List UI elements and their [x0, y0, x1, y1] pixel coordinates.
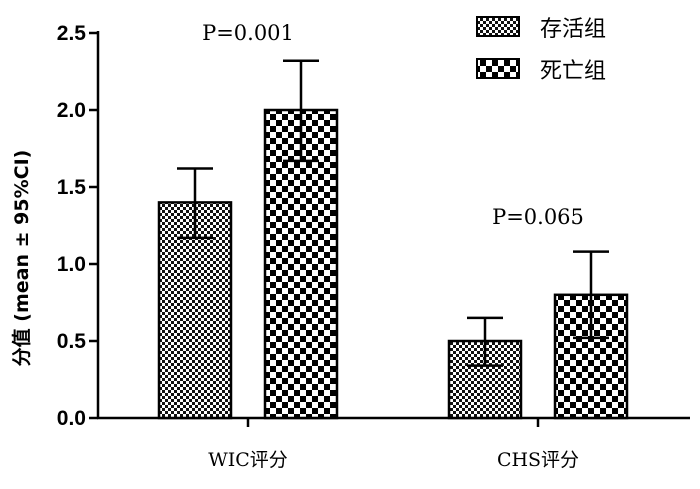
y-tick-label: 1.5	[57, 176, 87, 199]
legend-label: 存活组	[540, 17, 606, 42]
y-tick-label: 0.5	[57, 330, 87, 353]
p-value-background	[476, 200, 600, 232]
y-axis-label: 分值 (mean ± 95%CI)	[10, 150, 33, 367]
y-tick-label: 2.0	[57, 99, 86, 122]
y-tick-label: 2.5	[57, 22, 87, 45]
y-tick-label: 0.0	[57, 407, 86, 430]
legend-swatch	[476, 16, 520, 37]
p-value-background	[186, 16, 310, 48]
error-bars	[177, 59, 609, 367]
p-value-label: P=0.065	[492, 205, 584, 229]
p-value-annotations: P=0.001 P=0.065	[186, 16, 600, 232]
legend-label: 死亡组	[540, 59, 606, 84]
x-category-label: WIC评分	[208, 449, 288, 471]
bars	[157, 108, 629, 420]
x-category-label: CHS评分	[497, 449, 579, 471]
p-value-label: P=0.001	[202, 21, 294, 45]
y-tick-label: 1.0	[57, 253, 86, 276]
legend-swatch	[476, 58, 520, 79]
